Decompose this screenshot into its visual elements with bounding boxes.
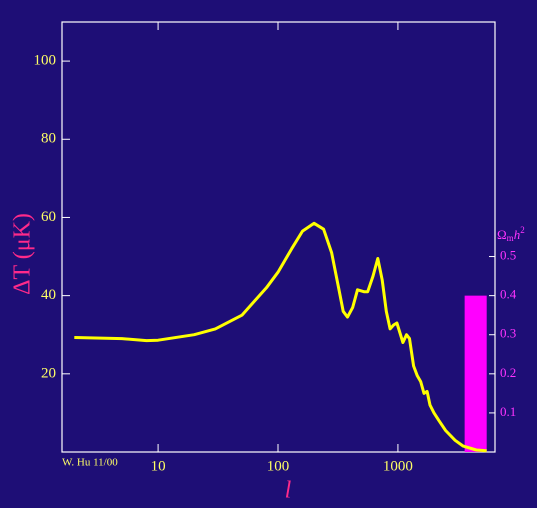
x-tick-label: 1000 [383, 458, 413, 474]
y2-tick-label: 0.5 [500, 248, 516, 263]
bar [464, 295, 487, 452]
x-tick-label: 10 [151, 458, 166, 474]
y2-axis-label: Ωmh2 [497, 225, 525, 243]
y2-tick-label: 0.3 [500, 326, 516, 341]
x-axis-label: l [285, 478, 292, 504]
y-tick-label: 60 [41, 209, 56, 225]
y2-tick-label: 0.1 [500, 404, 516, 419]
x-tick-label: 100 [267, 458, 290, 474]
y2-tick-label: 0.2 [500, 365, 516, 380]
annotation: W. Hu 11/00 [62, 457, 118, 469]
y-tick-label: 80 [41, 131, 56, 147]
y-tick-label: 100 [34, 53, 57, 69]
y-tick-label: 20 [41, 365, 56, 381]
y-tick-label: 40 [41, 287, 56, 303]
y2-tick-label: 0.4 [500, 287, 517, 302]
y-axis-label: ΔT (μK) [10, 213, 36, 295]
line-series [74, 221, 487, 453]
plot-frame [61, 21, 496, 453]
